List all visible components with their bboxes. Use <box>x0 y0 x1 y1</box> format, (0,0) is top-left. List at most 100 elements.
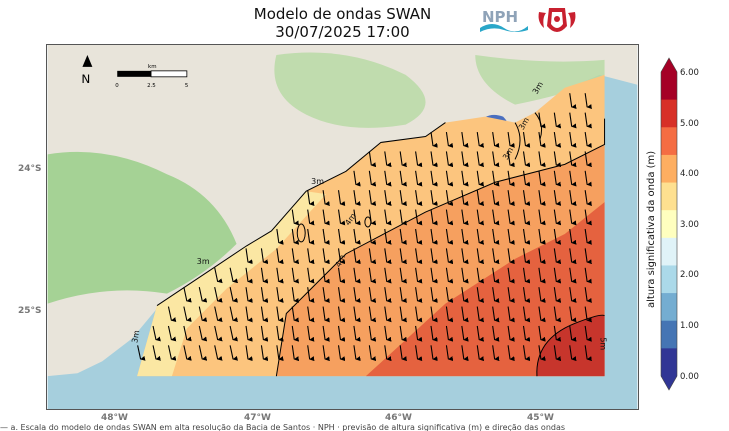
wave-direction-arrow <box>399 190 407 206</box>
wave-direction-arrow <box>445 345 454 362</box>
wave-direction-arrow <box>538 306 546 323</box>
wave-direction-arrow <box>353 287 361 303</box>
wave-direction-arrow <box>353 209 361 226</box>
wave-direction-arrow <box>476 306 485 323</box>
wave-direction-arrow <box>337 209 346 226</box>
wave-direction-arrow <box>522 209 531 226</box>
wave-direction-arrow <box>399 306 407 323</box>
wave-direction-arrow <box>461 228 469 245</box>
wave-direction-arrow <box>368 170 377 187</box>
wave-direction-arrow <box>492 131 500 148</box>
wave-direction-arrow <box>322 287 330 303</box>
wave-direction-arrow <box>430 190 438 206</box>
wave-direction-arrow <box>492 248 500 265</box>
wave-direction-arrow <box>276 287 284 303</box>
wave-direction-arrow <box>214 325 223 342</box>
wave-direction-arrow <box>384 306 392 323</box>
scale-bar-light <box>150 70 188 78</box>
wave-direction-arrow <box>507 248 515 265</box>
contour-island <box>296 223 306 243</box>
wave-direction-arrow <box>353 170 361 187</box>
wave-direction-arrow <box>322 209 330 226</box>
wave-direction-arrow <box>553 131 562 148</box>
wave-height-colorbar <box>660 57 678 391</box>
wave-direction-arrow <box>522 190 531 206</box>
wave-direction-arrow <box>507 209 515 226</box>
wave-direction-arrow <box>353 228 361 245</box>
wave-direction-arrow <box>445 287 454 303</box>
contour-label: 3m <box>197 257 210 266</box>
wave-direction-arrow <box>569 287 577 303</box>
wave-direction-arrow <box>584 112 592 129</box>
wave-direction-arrow <box>337 345 346 362</box>
wave-direction-arrow <box>538 131 546 148</box>
wave-direction-arrow <box>368 325 377 342</box>
wave-direction-arrow <box>584 306 592 323</box>
wave-direction-arrow <box>276 267 284 284</box>
wave-direction-arrow <box>492 267 500 284</box>
wave-direction-arrow <box>584 267 592 284</box>
wave-direction-arrow <box>399 228 407 245</box>
wave-direction-arrow <box>492 306 500 323</box>
colorbar-tick: 4.00 <box>680 169 699 179</box>
wave-direction-arrow <box>415 151 423 168</box>
wave-direction-arrow <box>353 345 361 362</box>
colorbar-segments <box>660 57 678 391</box>
wave-direction-arrow <box>322 325 330 342</box>
wave-direction-arrow <box>445 151 454 168</box>
footer-caption: — a. Escala do modelo de ondas SWAN em a… <box>0 423 566 431</box>
wave-direction-arrow <box>260 345 269 362</box>
wave-direction-arrow <box>445 325 454 342</box>
wave-direction-arrow <box>337 325 346 342</box>
colorbar-segment <box>661 348 677 377</box>
scale-tick: 2.5 <box>147 83 156 89</box>
wave-direction-arrow <box>353 190 361 206</box>
wave-direction-arrow <box>276 248 284 265</box>
wave-direction-arrows <box>137 93 592 362</box>
wave-direction-arrow <box>384 267 392 284</box>
wave-direction-arrow <box>492 228 500 245</box>
lon-label-47w: 47°W <box>244 413 271 423</box>
wave-direction-arrow <box>538 190 546 206</box>
contour-3m-coast <box>156 122 446 306</box>
wave-direction-arrow <box>430 267 438 284</box>
wave-direction-arrow <box>307 345 315 362</box>
wave-direction-arrow <box>430 306 438 323</box>
wave-direction-arrow <box>415 325 423 342</box>
wave-direction-arrow <box>307 209 315 226</box>
wave-direction-arrow <box>276 325 284 342</box>
wave-direction-arrow <box>430 209 438 226</box>
lon-label-48w: 48°W <box>101 413 128 423</box>
scale-tick: 5 <box>185 83 188 89</box>
colorbar-segment <box>661 72 677 101</box>
colorbar-max-extend <box>661 58 677 72</box>
wave-direction-arrow <box>260 306 269 323</box>
wave-direction-arrow <box>476 345 485 362</box>
wave-direction-arrow <box>522 248 531 265</box>
wave-direction-arrow <box>522 267 531 284</box>
wave-direction-arrow <box>183 325 192 342</box>
wave-direction-arrow <box>291 345 300 362</box>
wave-direction-arrow <box>584 170 592 187</box>
wave-direction-arrow <box>461 190 469 206</box>
wave-direction-arrow <box>307 190 315 206</box>
wave-direction-arrow <box>198 287 208 303</box>
land-area <box>47 45 638 377</box>
wave-direction-arrow <box>461 248 469 265</box>
wave-direction-arrow <box>476 287 485 303</box>
wave-direction-arrow <box>229 306 238 322</box>
wave-direction-arrow <box>522 151 531 168</box>
wave-direction-arrow <box>569 151 577 168</box>
wave-direction-arrow <box>399 345 407 362</box>
wave-direction-arrow <box>322 190 330 206</box>
scale-bar-dark <box>117 70 152 77</box>
wave-direction-arrow <box>445 131 454 148</box>
wave-direction-arrow <box>137 345 146 361</box>
wave-direction-arrow <box>384 190 392 206</box>
wave-direction-arrow <box>492 325 500 342</box>
wave-direction-arrow <box>399 151 407 168</box>
wave-direction-arrow <box>183 287 192 303</box>
contour-label: 3m <box>311 177 324 186</box>
contour-4m <box>275 118 606 377</box>
wave-height-map: 3m 3m 3m 3m 3m 3m 4m 4m 5m N km 0 2.5 5 <box>46 44 639 410</box>
